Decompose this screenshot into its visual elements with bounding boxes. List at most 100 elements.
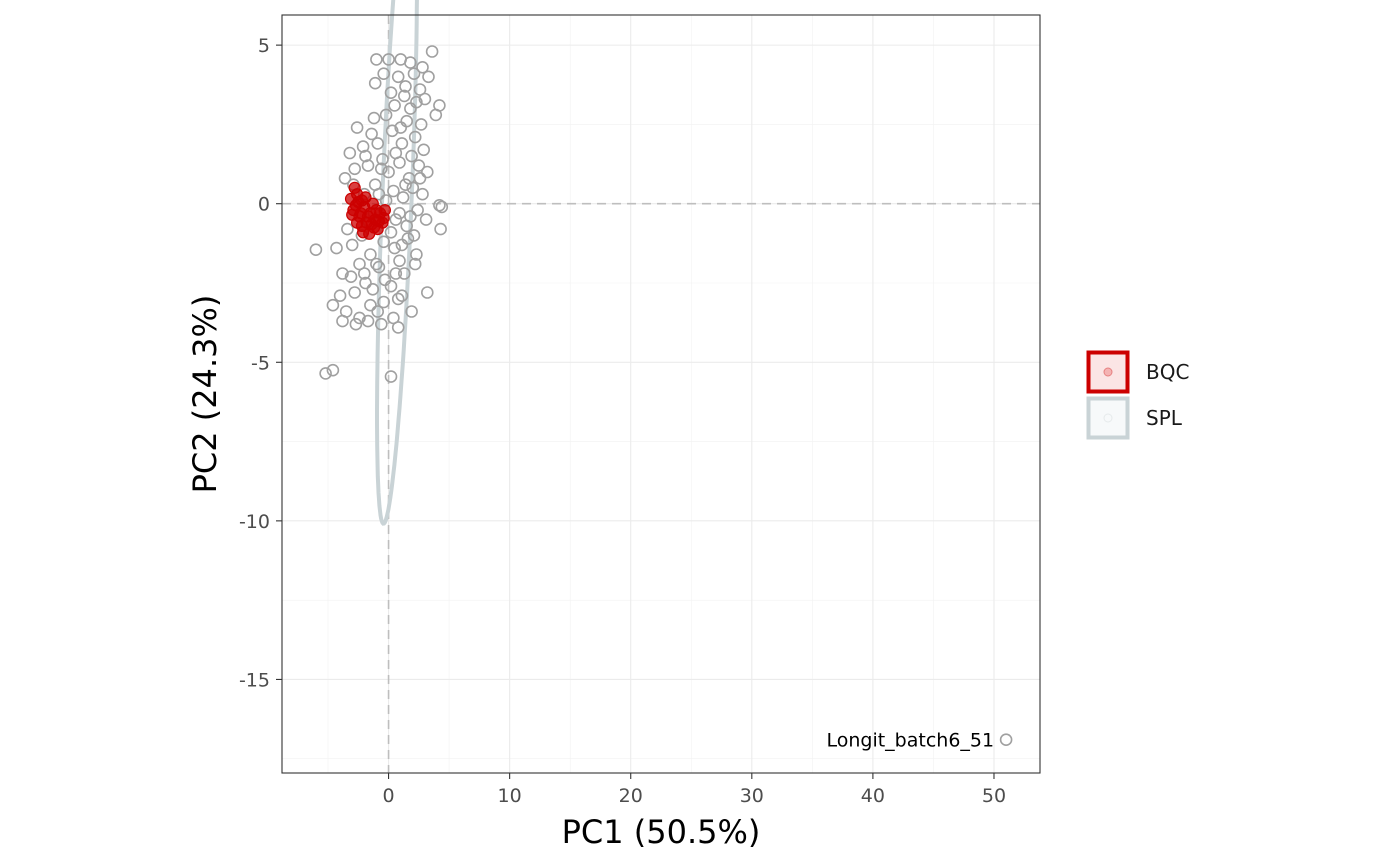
point-spl — [336, 314, 349, 328]
point-spl — [368, 76, 382, 90]
x-axis: 0 10 20 30 40 50 — [383, 773, 1006, 807]
point-spl — [353, 311, 366, 325]
point-spl — [356, 140, 370, 153]
legend-entry-spl: SPL — [1086, 396, 1183, 440]
point-bqc — [352, 196, 365, 209]
x-tick-label: 40 — [861, 785, 885, 807]
point-spl — [365, 127, 378, 141]
point-spl — [420, 286, 434, 299]
point-spl — [364, 298, 377, 312]
point-spl — [357, 267, 371, 280]
point-spl — [434, 222, 447, 236]
point-spl — [348, 286, 362, 299]
point-spl — [397, 267, 411, 280]
point-spl — [394, 121, 408, 134]
point-spl — [384, 226, 398, 239]
point-spl — [384, 370, 398, 383]
point-spl — [391, 292, 405, 306]
point-bqc — [346, 208, 359, 221]
point-spl — [379, 108, 393, 122]
plot-background — [282, 15, 1040, 773]
point-bqc — [372, 215, 385, 228]
annotations: Longit_batch6_51 — [826, 730, 994, 752]
point-spl — [372, 187, 386, 201]
point-spl — [416, 61, 429, 74]
point-spl — [359, 276, 372, 290]
point-spl — [374, 162, 388, 176]
point-spl — [391, 70, 405, 84]
point-spl — [344, 270, 358, 284]
point-spl — [429, 108, 443, 122]
point-spl — [414, 118, 428, 131]
point-spl — [425, 45, 439, 58]
point-spl — [407, 67, 421, 80]
point-spl — [387, 184, 400, 198]
point-spl — [309, 243, 323, 256]
point-spl — [389, 267, 403, 280]
point-spl — [382, 53, 395, 66]
point-spl — [408, 130, 422, 144]
data-points — [309, 45, 1013, 747]
point-spl — [416, 187, 429, 201]
point-spl — [420, 165, 434, 179]
point-spl — [389, 213, 403, 226]
plot-panel-border — [281, 14, 1041, 774]
x-axis-title: PC1 (50.5%) — [562, 813, 761, 851]
point-spl — [395, 137, 409, 150]
y-tick-label: -5 — [251, 352, 270, 374]
point-spl — [377, 295, 391, 309]
point-spl — [395, 289, 409, 303]
point-spl — [371, 305, 385, 318]
point-spl — [388, 99, 401, 112]
point-spl — [384, 86, 398, 99]
point-spl — [404, 56, 417, 69]
x-tick-label: 0 — [383, 785, 395, 807]
x-tick-label: 50 — [982, 785, 1006, 807]
point-annotation-label: Longit_batch6_51 — [826, 730, 994, 752]
point-spl — [377, 235, 391, 249]
point-spl — [393, 254, 406, 268]
confidence-ellipses — [375, 0, 419, 526]
point-spl — [338, 172, 352, 185]
point-spl — [364, 248, 377, 261]
point-spl — [370, 53, 383, 66]
point-spl — [333, 289, 347, 303]
point-spl — [377, 67, 391, 80]
point-spl — [406, 181, 420, 195]
ellipse-spl — [375, 0, 419, 526]
legend-marker-spl — [1103, 413, 1113, 423]
point-spl — [999, 733, 1013, 747]
reference-lines — [282, 15, 1040, 773]
x-tick-label: 20 — [619, 785, 643, 807]
point-spl — [341, 222, 354, 236]
point-spl — [419, 213, 433, 226]
y-axis-title: PC2 (24.3%) — [186, 295, 224, 494]
point-spl — [395, 238, 409, 252]
point-spl — [417, 143, 431, 157]
point-spl — [349, 317, 363, 331]
point-spl — [336, 267, 349, 280]
point-spl — [418, 92, 432, 106]
point-spl — [372, 260, 386, 274]
y-tick-label: -10 — [239, 511, 270, 533]
point-spl — [348, 162, 362, 176]
point-spl — [374, 317, 388, 331]
point-bqc — [378, 204, 391, 217]
point-spl — [410, 95, 423, 109]
point-spl — [326, 363, 340, 377]
point-spl — [371, 137, 385, 150]
point-spl — [397, 89, 411, 103]
point-spl — [399, 178, 412, 191]
point-spl — [382, 165, 395, 179]
point-spl — [433, 199, 446, 212]
point-spl — [411, 203, 424, 217]
point-spl — [393, 156, 406, 169]
legend-label-spl: SPL — [1146, 406, 1183, 430]
legend-entry-bqc: BQC — [1086, 350, 1189, 394]
y-tick-label: 0 — [258, 194, 270, 216]
legend-label-bqc: BQC — [1146, 360, 1189, 384]
series-spl — [309, 45, 1013, 747]
point-spl — [405, 149, 418, 163]
point-spl — [326, 298, 340, 312]
